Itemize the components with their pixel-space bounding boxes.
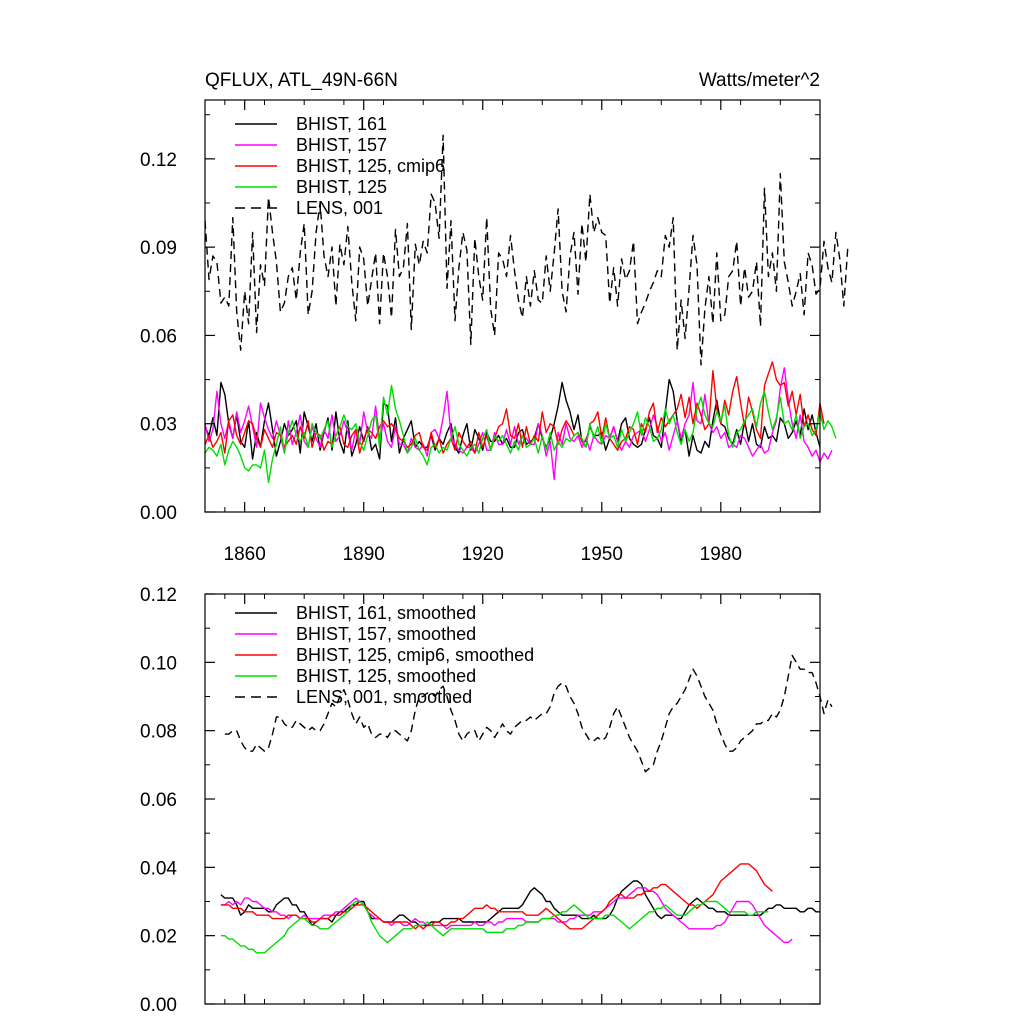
legend-label-1: BHIST, 157: [296, 135, 387, 155]
top-panel: QFLUX, ATL_49N-66N Watts/meter^2 0.000.0…: [140, 70, 849, 565]
top-title-left: QFLUX, ATL_49N-66N: [205, 70, 398, 91]
y-tick-label: 0.08: [140, 722, 177, 743]
top-title-right: Watts/meter^2: [699, 70, 820, 91]
series-line-2: [220, 863, 773, 930]
series-line-1: [220, 887, 793, 944]
legend-label-1: BHIST, 157, smoothed: [296, 624, 476, 644]
legend-label-0: BHIST, 161: [296, 114, 387, 134]
y-tick-label: 0.06: [140, 790, 177, 811]
x-tick-label: 1950: [581, 544, 623, 565]
bottom-panel: 0.00 0.02 0.04 0.06 0.08 0.10 0.12 BHIST, 161,…: [140, 585, 833, 1016]
bottom-axes-layer: 0.00 0.02 0.04 0.06 0.08 0.10 0.12: [140, 585, 820, 1016]
x-tick-label: 1920: [462, 544, 504, 565]
legend-label-2: BHIST, 125, cmip6: [296, 156, 445, 176]
y-tick-label: 0.00: [140, 995, 177, 1016]
series-line-4: [204, 134, 849, 366]
x-tick-label: 1980: [700, 544, 742, 565]
series-line-3: [220, 900, 769, 954]
series-line-3: [204, 384, 837, 484]
top-axes-layer: 0.00 0.03 0.06 0.09 0.12 1860 1890 1920 1950 1980: [140, 100, 820, 565]
legend-label-4: LENS, 001, smoothed: [296, 687, 472, 707]
top-series-layer: [204, 134, 849, 484]
y-tick-label: 0.12: [140, 585, 177, 606]
legend-label-4: LENS, 001: [296, 198, 383, 218]
y-tick-label: 0.10: [140, 653, 177, 674]
x-tick-label: 1860: [224, 544, 266, 565]
y-tick-label: 0.00: [140, 503, 177, 524]
legend-label-2: BHIST, 125, cmip6, smoothed: [296, 645, 534, 665]
legend-label-3: BHIST, 125: [296, 177, 387, 197]
series-line-2: [204, 361, 825, 454]
top-plot-frame: [204, 99, 821, 513]
series-line-4: [224, 654, 833, 773]
y-tick-label: 0.04: [140, 858, 177, 879]
y-tick-label: 0.12: [140, 150, 177, 171]
bottom-series-layer: [220, 654, 833, 954]
y-tick-label: 0.06: [140, 326, 177, 347]
y-tick-label: 0.09: [140, 238, 177, 259]
legend-label-0: BHIST, 161, smoothed: [296, 603, 476, 623]
bottom-plot-frame: [204, 593, 821, 1005]
x-tick-label: 1890: [343, 544, 385, 565]
y-tick-label: 0.02: [140, 927, 177, 948]
y-tick-label: 0.03: [140, 415, 177, 436]
legend-label-3: BHIST, 125, smoothed: [296, 666, 476, 686]
